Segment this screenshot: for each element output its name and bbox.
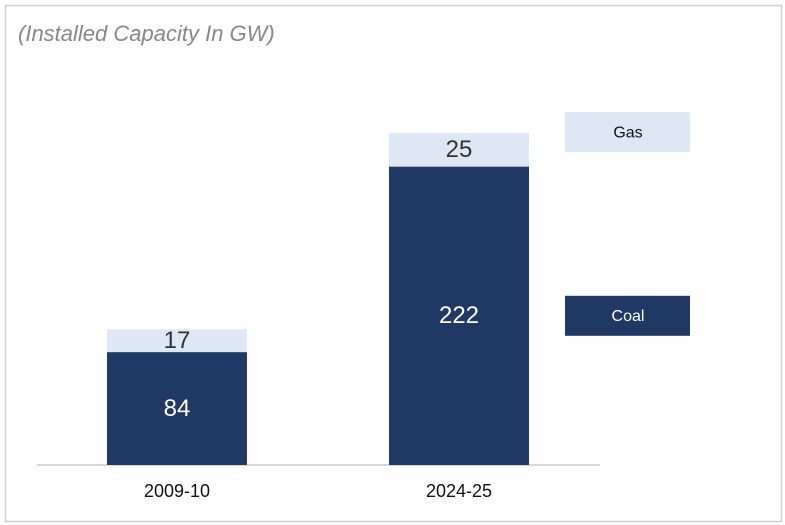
x-tick-label: 2024-25 bbox=[426, 481, 492, 501]
legend-label: Coal bbox=[612, 308, 645, 325]
legend-swatch bbox=[565, 295, 690, 336]
legend-label: Gas bbox=[613, 124, 642, 141]
bar-segment bbox=[107, 329, 247, 353]
data-label: 17 bbox=[164, 327, 191, 354]
data-label: 25 bbox=[446, 136, 473, 163]
bar-segment bbox=[389, 166, 529, 465]
bar-segment bbox=[389, 133, 529, 167]
bar-segment bbox=[107, 352, 247, 465]
data-label: 84 bbox=[164, 395, 191, 422]
legend-swatch bbox=[565, 112, 690, 153]
data-label: 222 bbox=[439, 302, 479, 329]
chart-title: (Installed Capacity In GW) bbox=[18, 21, 275, 46]
x-tick-label: 2009-10 bbox=[144, 481, 210, 501]
